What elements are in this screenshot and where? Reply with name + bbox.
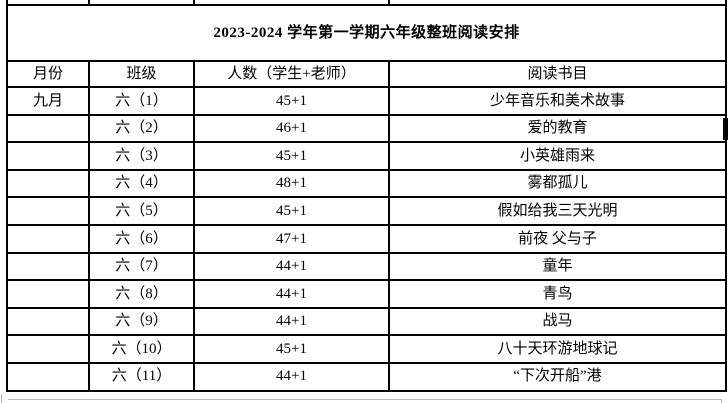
table-row: 六（5） 45+1 假如给我三天光明 <box>6 196 727 226</box>
header-cell-count[interactable]: 人数（学生+老师） <box>193 60 390 88</box>
count-cell[interactable]: 45+1 <box>193 196 390 226</box>
month-cell[interactable] <box>6 113 90 144</box>
class-cell[interactable]: 六（2） <box>88 113 195 144</box>
count-cell[interactable]: 48+1 <box>193 168 390 199</box>
book-cell[interactable]: “下次开船”港 <box>388 361 727 392</box>
class-cell[interactable]: 六（3） <box>88 141 195 171</box>
book-cell[interactable]: 假如给我三天光明 <box>388 196 727 226</box>
page-boundary-tick-left <box>1 394 2 403</box>
clipped-cell <box>193 0 390 6</box>
table-row: 六（7） 44+1 童年 <box>6 251 727 282</box>
month-cell[interactable] <box>6 279 90 309</box>
book-cell[interactable]: 八十天环游地球记 <box>388 334 727 364</box>
table-row: 六（6） 47+1 前夜 父与子 <box>6 223 727 254</box>
class-cell[interactable]: 六（4） <box>88 168 195 199</box>
month-cell[interactable] <box>6 168 90 199</box>
scrollbar-thumb[interactable] <box>723 118 728 140</box>
table-row: 六（2） 46+1 爱的教育 <box>6 113 727 144</box>
count-cell[interactable]: 46+1 <box>193 113 390 144</box>
table-row: 六（4） 48+1 雾都孤儿 <box>6 168 727 199</box>
header-row: 月份 班级 人数（学生+老师） 阅读书目 <box>6 60 727 88</box>
class-cell[interactable]: 六（5） <box>88 196 195 226</box>
count-cell[interactable]: 45+1 <box>193 334 390 364</box>
table-row: 六（9） 44+1 战马 <box>6 306 727 337</box>
month-cell[interactable]: 九月 <box>6 86 90 116</box>
book-cell[interactable]: 爱的教育 <box>388 113 727 144</box>
header-cell-month[interactable]: 月份 <box>6 60 90 88</box>
book-cell[interactable]: 童年 <box>388 251 727 282</box>
table-row: 九月 六（1） 45+1 少年音乐和美术故事 <box>6 86 727 116</box>
month-cell[interactable] <box>6 361 90 392</box>
count-cell[interactable]: 45+1 <box>193 141 390 171</box>
title-row: 2023-2024 学年第一学期六年级整班阅读安排 <box>6 4 727 62</box>
class-cell[interactable]: 六（7） <box>88 251 195 282</box>
reading-schedule-table: 2023-2024 学年第一学期六年级整班阅读安排 月份 班级 人数（学生+老师… <box>6 0 727 392</box>
count-cell[interactable]: 44+1 <box>193 361 390 392</box>
month-cell[interactable] <box>6 196 90 226</box>
book-cell[interactable]: 青鸟 <box>388 279 727 309</box>
class-cell[interactable]: 六（9） <box>88 306 195 337</box>
month-cell[interactable] <box>6 251 90 282</box>
book-cell[interactable]: 雾都孤儿 <box>388 168 727 199</box>
month-cell[interactable] <box>6 306 90 337</box>
count-cell[interactable]: 47+1 <box>193 223 390 254</box>
clipped-cell <box>388 0 727 6</box>
table-row: 六（10） 45+1 八十天环游地球记 <box>6 334 727 364</box>
count-cell[interactable]: 44+1 <box>193 279 390 309</box>
page-boundary-line <box>8 399 721 400</box>
book-cell[interactable]: 小英雄雨来 <box>388 141 727 171</box>
table-row: 六（3） 45+1 小英雄雨来 <box>6 141 727 171</box>
class-cell[interactable]: 六（6） <box>88 223 195 254</box>
book-cell[interactable]: 战马 <box>388 306 727 337</box>
count-cell[interactable]: 44+1 <box>193 251 390 282</box>
clipped-cell <box>6 0 90 6</box>
class-cell[interactable]: 六（8） <box>88 279 195 309</box>
month-cell[interactable] <box>6 334 90 364</box>
count-cell[interactable]: 44+1 <box>193 306 390 337</box>
month-cell[interactable] <box>6 223 90 254</box>
table-row: 六（11） 44+1 “下次开船”港 <box>6 361 727 392</box>
book-cell[interactable]: 前夜 父与子 <box>388 223 727 254</box>
count-cell[interactable]: 45+1 <box>193 86 390 116</box>
clipped-row-top <box>6 0 727 6</box>
class-cell[interactable]: 六（11） <box>88 361 195 392</box>
class-cell[interactable]: 六（10） <box>88 334 195 364</box>
clipped-cell <box>88 0 195 6</box>
table-row: 六（8） 44+1 青鸟 <box>6 279 727 309</box>
book-cell[interactable]: 少年音乐和美术故事 <box>388 86 727 116</box>
class-cell[interactable]: 六（1） <box>88 86 195 116</box>
table-title[interactable]: 2023-2024 学年第一学期六年级整班阅读安排 <box>6 4 727 62</box>
month-cell[interactable] <box>6 141 90 171</box>
header-cell-book[interactable]: 阅读书目 <box>388 60 727 88</box>
header-cell-class[interactable]: 班级 <box>88 60 195 88</box>
page-boundary-tick-right <box>721 399 722 403</box>
